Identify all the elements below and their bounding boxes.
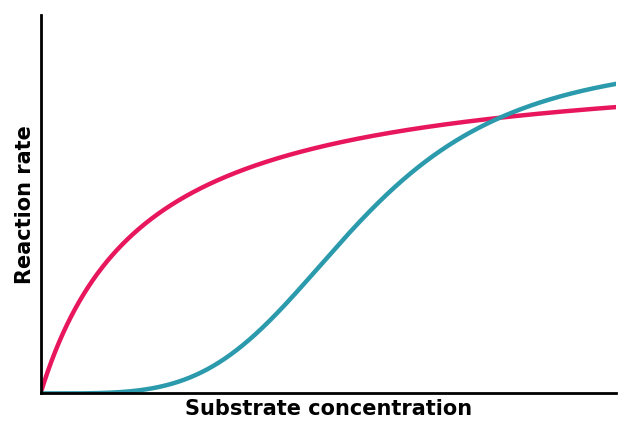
Y-axis label: Reaction rate: Reaction rate <box>15 125 35 284</box>
X-axis label: Substrate concentration: Substrate concentration <box>185 399 472 419</box>
